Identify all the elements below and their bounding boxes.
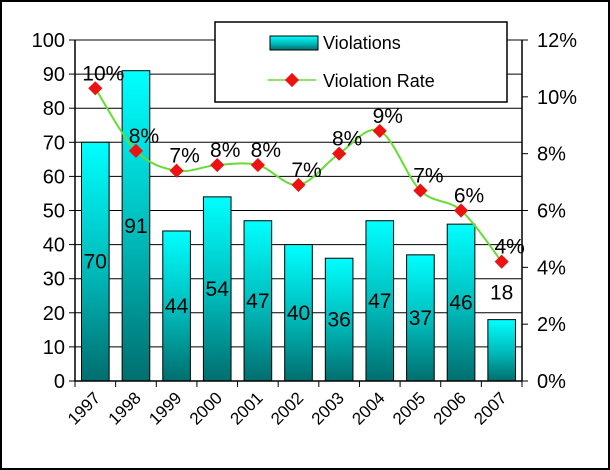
data-labels: 70 91 44 54 47 40 36 47 37 46 18 10% 8% 7% 8% 8% 7% 8% 9% 7…	[82, 62, 525, 331]
left-tick-label: 50	[43, 201, 65, 223]
x-tick-label-2006: 2006	[430, 388, 470, 428]
axes	[69, 39, 528, 387]
left-tick-label: 30	[43, 269, 65, 291]
rate-marker-2005	[413, 183, 428, 198]
left-tick-label: 10	[43, 337, 65, 359]
right-tick-label: 8%	[537, 144, 566, 166]
x-tick-label-2002: 2002	[267, 388, 307, 428]
legend-box	[214, 21, 508, 103]
bar-2000	[202, 196, 232, 382]
rate-value-label: 9%	[373, 105, 403, 128]
rate-value-label: 8%	[129, 125, 159, 148]
right-tick-label: 12%	[537, 30, 577, 52]
x-tick-label-2005: 2005	[389, 388, 429, 428]
bar-value-label: 36	[327, 309, 350, 332]
x-tick-label-1998: 1998	[105, 388, 145, 428]
rate-value-label: 8%	[332, 128, 362, 151]
rate-line-series	[88, 81, 509, 269]
bar-value-label: 91	[124, 215, 147, 238]
left-tick-label: 70	[43, 132, 65, 154]
right-tick-label: 0%	[537, 371, 566, 393]
bar-2002	[284, 244, 313, 382]
bar-2004	[365, 220, 395, 382]
x-tick-label-1997: 1997	[64, 388, 104, 428]
x-tick-label-2001: 2001	[227, 388, 267, 428]
x-tick-label-2004: 2004	[348, 388, 388, 428]
bar-value-label: 47	[246, 290, 269, 313]
rate-marker-1998	[128, 143, 144, 158]
rate-value-label: 8%	[251, 139, 281, 162]
bar-value-label: 37	[409, 307, 432, 330]
bar-value-label: 54	[206, 278, 230, 301]
legend-violations-label: Violations	[323, 33, 401, 53]
rate-marker-2001	[250, 157, 265, 173]
rate-marker-2003	[332, 146, 347, 161]
legend-marker-swatch	[284, 72, 300, 88]
legend-rate-label: Violation Rate	[323, 71, 435, 91]
left-tick-label: 100	[32, 30, 65, 52]
rate-value-label: 7%	[413, 165, 443, 188]
bar-value-label: 44	[165, 295, 189, 318]
bar-value-label: 46	[449, 292, 472, 315]
left-tick-label: 60	[43, 166, 65, 188]
bar-value-label: 47	[368, 290, 391, 313]
rate-value-label: 4%	[495, 236, 525, 259]
rate-marker-2007	[494, 254, 509, 269]
rate-value-label: 7%	[169, 145, 199, 168]
rate-marker-2000	[210, 157, 225, 173]
bar-1999	[162, 230, 191, 382]
rate-marker-2002	[291, 177, 306, 192]
left-tick-label: 90	[43, 64, 65, 86]
bar-value-label: 40	[287, 302, 310, 325]
rate-value-label: 7%	[291, 159, 321, 182]
legend-bar-swatch	[269, 35, 319, 51]
x-tick-label-2000: 2000	[186, 388, 226, 428]
rate-value-label: 6%	[454, 185, 484, 208]
rate-marker-2004	[372, 123, 387, 139]
x-tick-label-2007: 2007	[470, 388, 510, 428]
x-tick-label-1999: 1999	[145, 388, 185, 428]
bar-2007	[487, 319, 516, 382]
rate-value-label: 10%	[82, 62, 124, 85]
x-tick-label-2003: 2003	[308, 388, 348, 428]
rate-marker-2006	[453, 203, 469, 218]
left-tick-label: 40	[43, 235, 65, 257]
rate-marker-1999	[169, 163, 184, 178]
right-tick-label: 4%	[537, 257, 566, 279]
right-tick-label: 2%	[537, 314, 566, 336]
bar-2001	[243, 220, 273, 382]
left-tick-label: 20	[43, 303, 65, 325]
right-tick-label: 10%	[537, 87, 577, 109]
bar-2005	[406, 254, 435, 382]
bar-1997	[81, 141, 110, 382]
bar-value-label: 70	[84, 251, 107, 274]
rate-value-label: 8%	[210, 139, 240, 162]
legend: Violations Violation Rate	[214, 21, 508, 103]
bar-value-label: 18	[490, 282, 513, 305]
right-tick-label: 6%	[537, 201, 566, 223]
left-tick-label: 80	[43, 98, 65, 120]
left-tick-label: 0	[54, 371, 65, 393]
